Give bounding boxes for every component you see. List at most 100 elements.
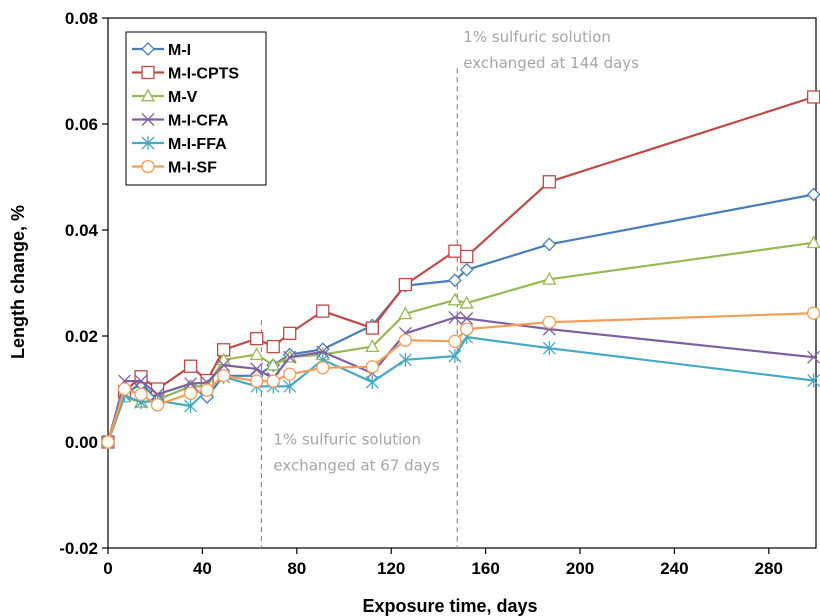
x-tick-label: 200 [566, 559, 594, 578]
x-tick-label: 240 [660, 559, 688, 578]
data-point [141, 65, 155, 80]
data-point [283, 367, 297, 381]
data-point [806, 90, 820, 104]
data-point [398, 352, 412, 367]
data-point [542, 315, 556, 329]
plot-area [107, 17, 817, 549]
annotation-text: 1% sulfuric solution [463, 28, 611, 46]
data-point [101, 435, 115, 449]
data-point [542, 271, 557, 285]
data-point [266, 374, 280, 388]
x-axis-ticks: 0 40 80 120 160 200 240 280 [103, 548, 783, 578]
data-point [460, 322, 474, 336]
data-point [448, 334, 462, 348]
data-point [216, 369, 231, 383]
series-m-i-sf [101, 306, 820, 449]
data-point [448, 349, 462, 364]
legend-label: M-I [168, 42, 191, 59]
y-tick-label: 0.08 [65, 9, 98, 28]
y-tick-label: 0.00 [65, 433, 98, 452]
data-point [398, 277, 413, 292]
data-point [184, 398, 198, 413]
legend-label: M-I-CFA [168, 113, 229, 130]
data-point [134, 387, 148, 401]
y-tick-label: 0.02 [65, 327, 98, 346]
data-point [460, 312, 474, 325]
data-point [448, 310, 462, 324]
legend-label: M-I-FFA [168, 136, 227, 153]
legend-item: M-I-SF [132, 160, 217, 177]
data-point [806, 235, 820, 249]
x-tick-label: 0 [103, 559, 112, 578]
legend: M-I M-I-CPTS M-V M-I-CFA M-I-FFA M-I-SF [125, 31, 267, 186]
data-point [542, 237, 557, 252]
data-point [283, 379, 297, 394]
data-point [316, 304, 330, 318]
data-point [283, 326, 297, 341]
data-point [250, 331, 264, 346]
y-tick-label: 0.06 [65, 115, 98, 134]
data-point [249, 347, 264, 361]
data-point [447, 292, 463, 306]
legend-item: M-I-FFA [132, 136, 227, 153]
data-point [806, 187, 820, 202]
legend-label: M-V [168, 89, 198, 106]
annotation-text: exchanged at 67 days [273, 457, 439, 475]
data-point [365, 375, 379, 390]
annotations: 1% sulfuric solution exchanged at 67 days… [260, 28, 639, 548]
x-tick-label: 280 [755, 559, 783, 578]
data-point [141, 113, 155, 126]
data-point [184, 377, 198, 391]
data-point [398, 333, 413, 347]
data-point [806, 306, 820, 320]
legend-item: M-I [132, 42, 191, 59]
data-point [250, 362, 264, 376]
data-point [807, 373, 820, 388]
y-axis-title: Length change, % [8, 205, 28, 359]
legend-item: M-V [132, 88, 198, 106]
data-point [183, 386, 198, 400]
data-point [542, 175, 556, 189]
data-point [150, 398, 165, 412]
legend-item: M-I-CFA [132, 113, 229, 130]
data-point [140, 88, 156, 102]
y-tick-label: -0.02 [59, 539, 98, 558]
x-axis-title: Exposure time, days [362, 596, 537, 616]
data-point [459, 295, 474, 309]
data-point [807, 350, 820, 364]
x-tick-label: 120 [377, 559, 405, 578]
data-point [183, 359, 198, 373]
data-point [316, 361, 330, 375]
x-tick-label: 160 [471, 559, 499, 578]
data-point [365, 360, 379, 374]
y-axis-ticks: -0.02 0.00 0.02 0.04 0.06 0.08 [59, 9, 108, 558]
series-m-i-cpts [101, 90, 820, 449]
data-point [141, 136, 155, 150]
data-point [398, 306, 413, 320]
data-point [141, 42, 155, 56]
annotation-text: exchanged at 144 days [463, 54, 639, 72]
legend-box [125, 31, 267, 186]
data-point [134, 374, 148, 388]
data-point [448, 273, 462, 288]
data-point [200, 383, 214, 397]
data-point [117, 382, 132, 396]
data-point [134, 370, 148, 384]
data-point [141, 159, 155, 174]
data-point [365, 339, 380, 353]
data-point [217, 358, 231, 372]
data-point [266, 357, 281, 371]
y-tick-label: 0.04 [65, 221, 99, 240]
data-point [460, 249, 474, 264]
data-point [250, 374, 264, 388]
legend-label: M-I-CPTS [168, 66, 239, 83]
data-point [266, 339, 280, 354]
plot-border [107, 17, 817, 549]
data-point [365, 321, 379, 335]
data-point [448, 244, 462, 258]
legend-item: M-I-CPTS [132, 66, 239, 83]
legend-label: M-I-SF [168, 160, 217, 177]
annotation-text: 1% sulfuric solution [273, 431, 421, 449]
x-tick-label: 80 [287, 559, 306, 578]
